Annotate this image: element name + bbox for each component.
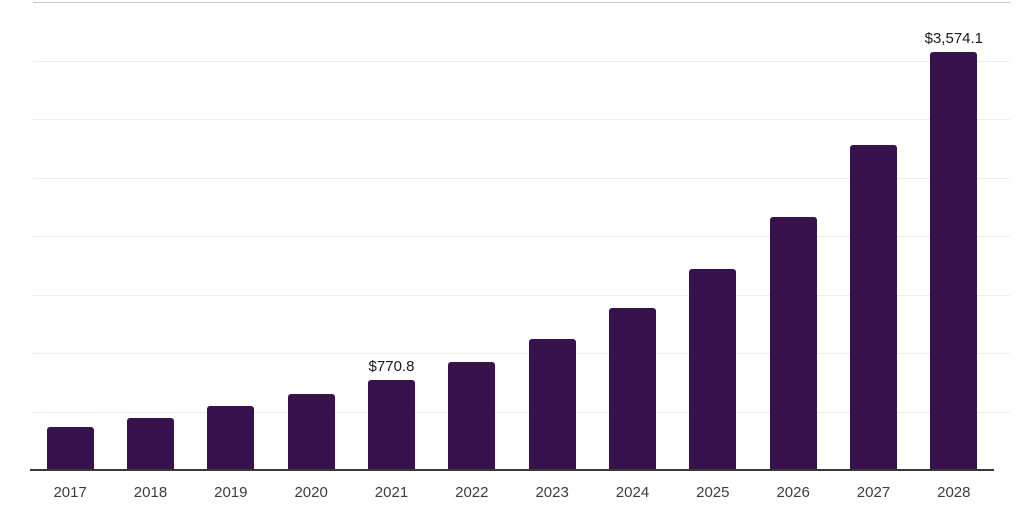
- gridline-1500: [33, 294, 1010, 296]
- bar-2028: [930, 51, 978, 470]
- x-tick-label-2022: 2022: [455, 484, 489, 501]
- bar-2026: [769, 217, 817, 470]
- bar-2023: [528, 339, 576, 470]
- bar-2024: [609, 307, 656, 470]
- x-tick-label-2021: 2021: [374, 484, 409, 501]
- gridline-1000: [33, 353, 1010, 354]
- x-tick-label-2020: 2020: [294, 484, 328, 501]
- x-tick-label-2028: 2028: [937, 484, 971, 501]
- gridline-2500: [33, 177, 1010, 179]
- bar-2018: [127, 418, 174, 470]
- x-tick-label-2026: 2026: [776, 484, 810, 501]
- bar-2020: [287, 393, 335, 470]
- gridline-4000: [33, 2, 1010, 3]
- bar-2022: [448, 362, 496, 470]
- bar-2025: [689, 269, 737, 470]
- gridline-3500: [33, 60, 1010, 62]
- gridline-3000: [33, 119, 1010, 120]
- x-tick-label-2017: 2017: [53, 484, 87, 501]
- bar-value-label-2021: $770.8: [368, 357, 415, 375]
- x-tick-label-2027: 2027: [856, 484, 891, 501]
- x-tick-label-2023: 2023: [535, 484, 569, 501]
- gridline-500: [33, 411, 1010, 413]
- x-axis-line: [30, 469, 994, 471]
- bar-2021: [368, 379, 415, 470]
- bar-2027: [850, 145, 897, 470]
- bar-value-label-2028: $3,574.1: [924, 29, 984, 47]
- x-tick-label-2019: 2019: [214, 484, 248, 501]
- bar-2019: [207, 405, 255, 470]
- bar-2017: [46, 427, 94, 470]
- x-tick-label-2018: 2018: [133, 484, 168, 501]
- x-tick-label-2024: 2024: [615, 484, 650, 501]
- gridline-2000: [33, 236, 1010, 237]
- x-tick-label-2025: 2025: [696, 484, 730, 501]
